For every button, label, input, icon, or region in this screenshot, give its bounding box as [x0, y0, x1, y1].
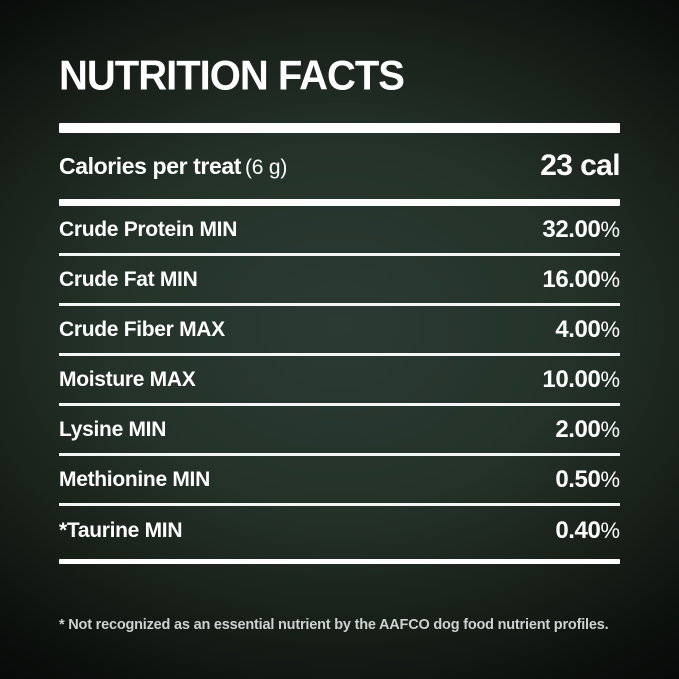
nutrient-name: Moisture MAX [59, 367, 196, 391]
nutrient-name: Crude Fiber MAX [59, 317, 225, 341]
percent-sign: % [600, 266, 620, 292]
percent-sign: % [600, 416, 620, 442]
bottom-divider-bar [59, 559, 620, 564]
nutrient-row: Crude Protein MIN 32.00% [59, 206, 620, 256]
nutrient-value-number: 32.00 [542, 215, 601, 243]
nutrient-value: 16.00% [542, 266, 620, 294]
percent-sign: % [600, 366, 620, 392]
nutrient-row: Crude Fiber MAX 4.00% [59, 306, 620, 356]
nutrient-value-number: 10.00 [542, 365, 601, 393]
nutrient-value: 2.00% [555, 416, 620, 444]
nutrient-value: 0.40% [555, 517, 620, 545]
percent-sign: % [600, 518, 620, 543]
serving-size: (6 g) [245, 155, 288, 179]
nutrient-row: Crude Fat MIN 16.00% [59, 256, 620, 306]
percent-sign: % [600, 466, 620, 492]
nutrient-row: Moisture MAX 10.00% [59, 356, 620, 406]
calories-row: Calories per treat (6 g) 23 cal [59, 133, 621, 199]
nutrient-value-number: 0.40 [555, 517, 601, 544]
nutrient-table: Crude Protein MIN 32.00% Crude Fat MIN 1… [59, 206, 620, 556]
calories-left: Calories per treat (6 g) [59, 153, 287, 180]
footnote: * Not recognized as an essential nutrien… [59, 617, 609, 633]
calories-label: Calories per treat [59, 152, 241, 179]
percent-sign: % [600, 316, 620, 342]
nutrient-value-number: 0.50 [555, 465, 601, 493]
nutrient-value: 4.00% [555, 316, 620, 344]
nutrient-row: Methionine MIN 0.50% [59, 456, 620, 506]
calories-divider-bar [59, 199, 620, 206]
percent-sign: % [600, 216, 620, 242]
nutrient-value-number: 16.00 [542, 265, 601, 293]
nutrient-name: Lysine MIN [59, 417, 167, 441]
nutrient-value: 0.50% [555, 466, 620, 494]
nutrient-row: Lysine MIN 2.00% [59, 406, 620, 456]
nutrient-name: Methionine MIN [59, 467, 210, 491]
nutrient-name: *Taurine MIN [59, 519, 183, 542]
calories-value: 23 cal [540, 149, 620, 182]
nutrient-value: 10.00% [542, 366, 620, 394]
nutrient-value: 32.00% [542, 216, 620, 244]
title-divider-bar [59, 123, 620, 133]
nutrient-row: *Taurine MIN 0.40% [59, 506, 620, 556]
nutrient-value-number: 4.00 [555, 315, 601, 343]
label-title: NUTRITION FACTS [59, 53, 405, 99]
nutrient-value-number: 2.00 [555, 415, 601, 443]
nutrient-name: Crude Protein MIN [59, 217, 238, 241]
nutrient-name: Crude Fat MIN [59, 267, 198, 291]
